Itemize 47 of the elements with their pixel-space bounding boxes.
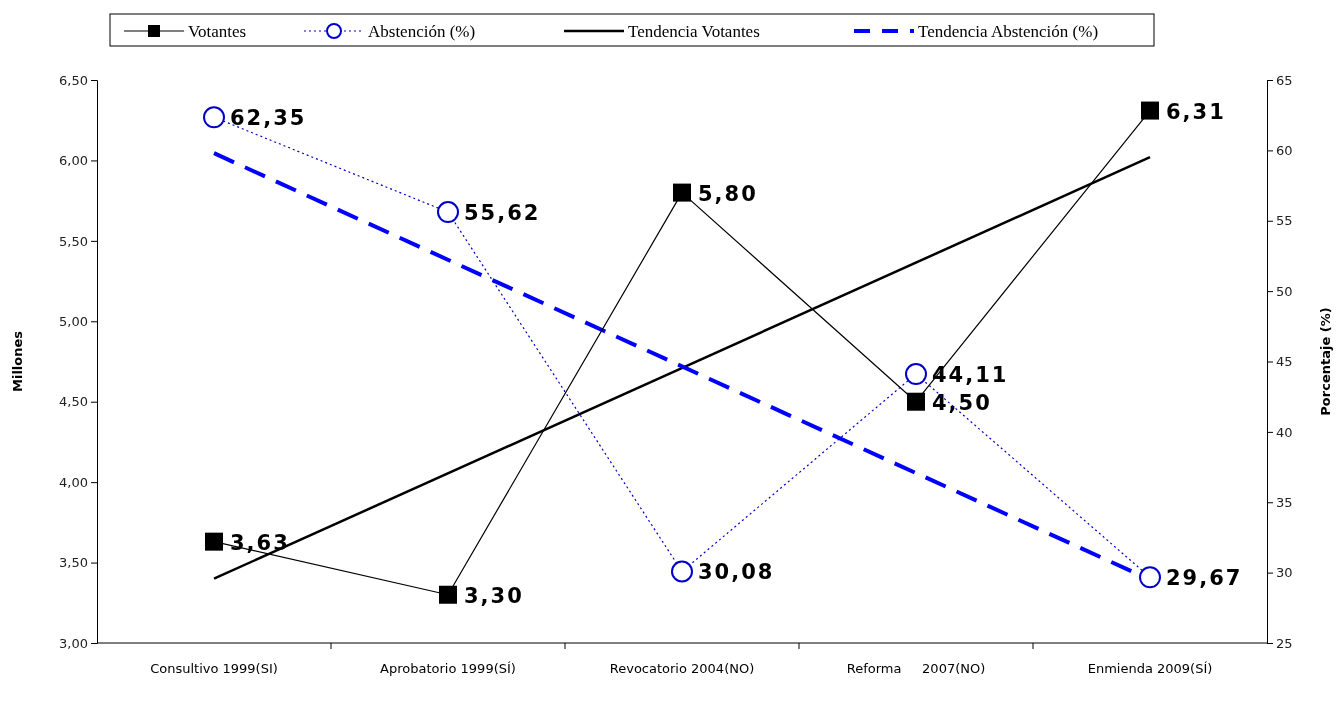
x-tick-label: Reforma 2007(NO) bbox=[846, 661, 986, 676]
point bbox=[437, 201, 459, 224]
data-label: 3,30 bbox=[464, 583, 524, 608]
point bbox=[1141, 101, 1159, 120]
y2-tick-label: 65 bbox=[1276, 72, 1293, 88]
data-label: 5,80 bbox=[698, 181, 758, 206]
point bbox=[671, 560, 693, 583]
y-tick-label: 3,00 bbox=[59, 635, 88, 651]
data-label: 4,50 bbox=[932, 390, 992, 415]
y-tick-label: 5,50 bbox=[59, 233, 88, 249]
legend-label: Votantes bbox=[188, 22, 247, 41]
x-tick-label: Enmienda 2009(SÍ) bbox=[1087, 661, 1213, 676]
data-label: 62,35 bbox=[230, 106, 307, 131]
y2-tick-label: 60 bbox=[1276, 143, 1293, 159]
legend-label: Tendencia Abstención (%) bbox=[918, 22, 1099, 41]
legend-label: Tendencia Votantes bbox=[628, 22, 760, 41]
point bbox=[203, 106, 225, 129]
point bbox=[439, 585, 457, 604]
legend-label: Abstención (%) bbox=[368, 22, 476, 41]
y-tick-label: 5,00 bbox=[59, 313, 88, 329]
y-tick-label: 6,50 bbox=[59, 72, 88, 88]
point bbox=[673, 183, 691, 202]
y2-tick-label: 30 bbox=[1276, 565, 1293, 581]
y-tick-label: 6,00 bbox=[59, 153, 88, 169]
y2-tick-label: 25 bbox=[1276, 635, 1293, 651]
y2-axis-title: Porcentaje (%) bbox=[1318, 307, 1333, 416]
data-label: 55,62 bbox=[464, 201, 541, 226]
point bbox=[1139, 566, 1161, 589]
y-tick-label: 4,50 bbox=[59, 394, 88, 410]
x-tick-label: Consultivo 1999(SI) bbox=[150, 661, 278, 676]
point bbox=[905, 363, 927, 386]
y-axis-title: Millones bbox=[10, 330, 25, 393]
x-tick-label: Aprobatorio 1999(SÍ) bbox=[380, 661, 516, 676]
y-tick-label: 3,50 bbox=[59, 555, 88, 571]
x-tick-label: Revocatorio 2004(NO) bbox=[609, 661, 755, 676]
y-tick-label: 4,00 bbox=[59, 474, 88, 490]
data-label: 29,67 bbox=[1166, 566, 1243, 591]
y2-tick-label: 55 bbox=[1276, 213, 1293, 229]
y2-tick-label: 45 bbox=[1276, 354, 1293, 370]
data-label: 6,31 bbox=[1166, 99, 1226, 124]
point bbox=[205, 532, 223, 551]
y2-tick-label: 40 bbox=[1276, 424, 1293, 440]
data-label: 30,08 bbox=[698, 560, 775, 585]
y2-tick-label: 35 bbox=[1276, 494, 1293, 510]
data-label: 3,63 bbox=[230, 530, 290, 555]
y2-tick-label: 50 bbox=[1276, 283, 1293, 299]
point bbox=[907, 392, 925, 411]
